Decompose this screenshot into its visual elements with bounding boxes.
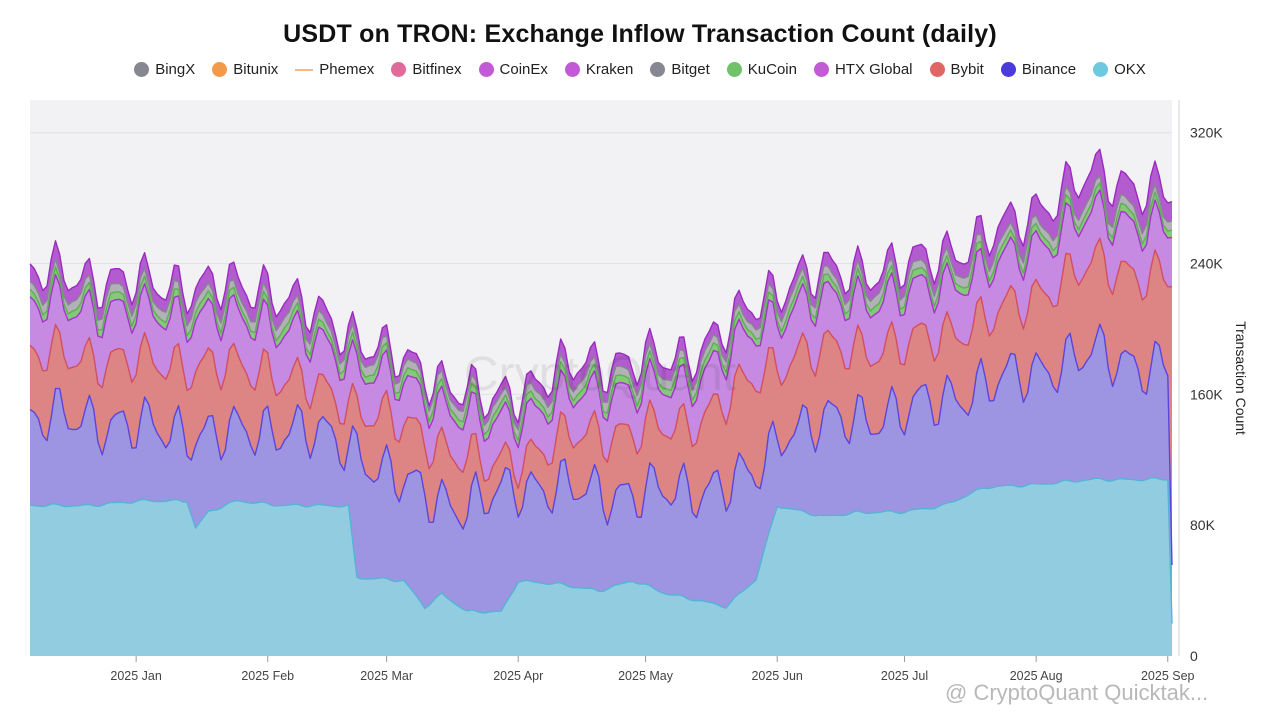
x-tick-label: 2025 Aug	[1010, 669, 1063, 683]
x-tick-label: 2025 Apr	[493, 669, 543, 683]
chart-title: USDT on TRON: Exchange Inflow Transactio…	[283, 20, 997, 48]
legend-swatch	[929, 62, 945, 77]
legend-label: Bitunix	[233, 61, 279, 78]
legend-label: BingX	[155, 61, 196, 78]
area-okx	[30, 477, 1172, 656]
legend-swatch	[650, 62, 666, 77]
legend-item-kucoin[interactable]: KuCoin	[726, 61, 797, 78]
legend-swatch	[726, 62, 742, 77]
legend-item-phemex[interactable]: Phemex	[295, 61, 374, 78]
legend-item-kraken[interactable]: Kraken	[564, 61, 634, 78]
series-line-okx	[29, 477, 1173, 624]
legend-label: Bitget	[671, 61, 710, 78]
legend-swatch	[1000, 62, 1016, 77]
legend-label: HTX Global	[834, 61, 913, 78]
series-line-htx-global	[29, 189, 1173, 449]
legend-item-bitget[interactable]: Bitget	[650, 61, 710, 78]
y-tick-label: 320K	[1190, 125, 1223, 141]
legend-swatch	[813, 62, 829, 77]
y-tick-label: 240K	[1190, 256, 1223, 272]
series-line-kucoin	[29, 182, 1173, 442]
legend-item-bybit[interactable]: Bybit	[929, 61, 984, 78]
x-tick-label: 2025 Jul	[881, 669, 928, 683]
legend-swatch	[295, 68, 314, 71]
legend-swatch	[564, 62, 580, 77]
legend-item-okx[interactable]: OKX	[1093, 61, 1146, 78]
legend-swatch	[478, 62, 494, 77]
legend-label: OKX	[1114, 61, 1146, 78]
y-tick-label: 80K	[1190, 517, 1216, 533]
series-line-bitget	[29, 175, 1173, 431]
y-axis-title: Transaction Count	[1233, 321, 1249, 435]
legend-label: Bitfinex	[412, 61, 462, 78]
legend-item-bitfinex[interactable]: Bitfinex	[391, 61, 462, 78]
x-tick-label: 2025 Mar	[360, 669, 413, 683]
x-tick-label: 2025 Sep	[1141, 669, 1195, 683]
legend-swatch	[134, 62, 150, 77]
legend-swatch	[212, 62, 228, 77]
legend-label: Kraken	[585, 61, 634, 78]
chart-legend: BingX Bitunix Phemex Bitfinex CoinEx Kraken Bi…	[0, 61, 1280, 78]
legend-item-coinex[interactable]: CoinEx	[478, 61, 548, 78]
legend-label: KuCoin	[747, 61, 797, 78]
legend-label: Bybit	[950, 61, 984, 78]
area-binance	[30, 324, 1172, 624]
watermark-text: CryptoQuant	[464, 348, 736, 401]
legend-swatch	[1093, 62, 1109, 77]
x-tick-label: 2025 Feb	[241, 669, 294, 683]
legend-item-bitunix[interactable]: Bitunix	[212, 61, 278, 78]
area-bybit	[30, 238, 1172, 566]
legend-item-binance[interactable]: Binance	[1000, 61, 1077, 78]
x-tick-label: 2025 Jan	[110, 669, 161, 683]
legend-label: Phemex	[319, 61, 375, 78]
legend-swatch	[391, 62, 407, 77]
series-line-kraken	[29, 148, 1173, 424]
series-line-bybit	[29, 237, 1173, 490]
x-tick-label: 2025 Jun	[751, 669, 802, 683]
x-tick-label: 2025 May	[618, 669, 674, 683]
y-tick-label: 0	[1190, 648, 1198, 664]
legend-item-htx-global[interactable]: HTX Global	[813, 61, 913, 78]
legend-item-bingx[interactable]: BingX	[134, 61, 195, 78]
footer-credit: @ CryptoQuant Quicktak...	[945, 680, 1209, 705]
area-htx-global	[30, 190, 1172, 489]
series-line-binance	[29, 323, 1173, 566]
y-tick-label: 160K	[1190, 386, 1223, 402]
legend-label: CoinEx	[499, 61, 548, 78]
legend-label: Binance	[1021, 61, 1077, 78]
